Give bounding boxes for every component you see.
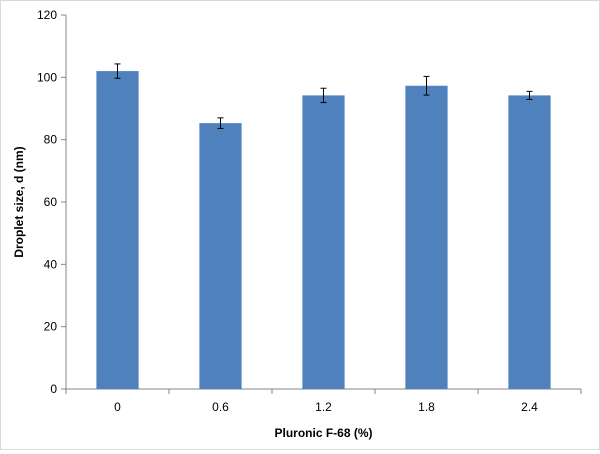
- y-tick-label: 0: [50, 382, 57, 396]
- y-tick-label: 120: [37, 8, 57, 22]
- y-tick-label: 80: [44, 133, 58, 147]
- x-axis-title: Pluronic F-68 (%): [274, 426, 372, 440]
- y-axis: 0 20 40 60 80 100 120: [37, 8, 67, 396]
- x-tick-label: 1.8: [418, 400, 435, 414]
- x-tick-label: 0: [114, 400, 121, 414]
- y-tick-label: 60: [44, 195, 58, 209]
- bars-layer: [96, 71, 551, 390]
- y-tick-label: 40: [44, 257, 58, 271]
- y-axis-title: Droplet size, d (nm): [12, 146, 26, 257]
- x-axis: 0 0.6 1.2 1.8 2.4: [65, 388, 582, 414]
- x-tick-label: 0.6: [212, 400, 229, 414]
- y-tick-label: 20: [44, 320, 58, 334]
- bar: [508, 95, 551, 389]
- bar: [96, 71, 139, 389]
- x-tick-label: 1.2: [315, 400, 332, 414]
- error-bars-layer: [114, 63, 533, 129]
- x-tick-label: 2.4: [521, 400, 538, 414]
- bar: [405, 85, 448, 389]
- bar: [199, 123, 242, 390]
- y-tick-label: 100: [37, 70, 57, 84]
- bar: [302, 95, 345, 389]
